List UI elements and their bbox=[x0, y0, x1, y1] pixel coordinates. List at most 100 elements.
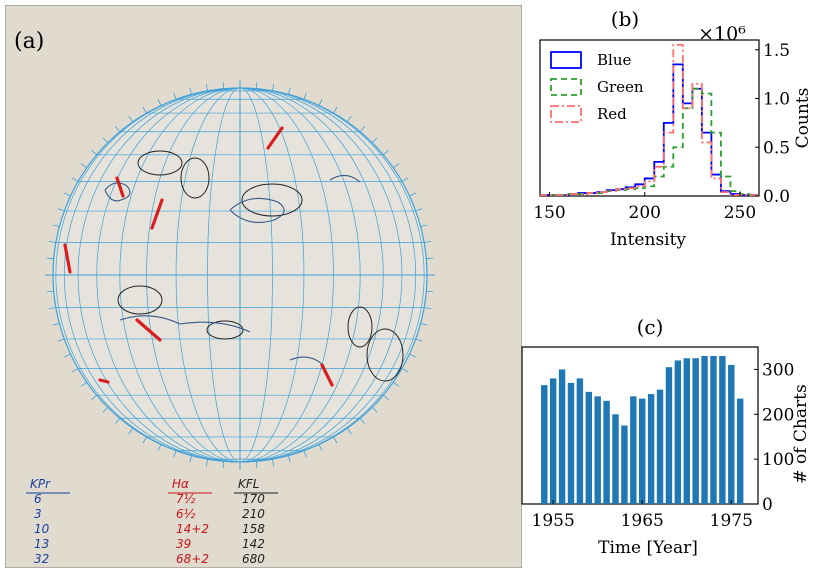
bar-1968 bbox=[665, 367, 673, 504]
note-entry: 7½ bbox=[176, 492, 196, 506]
bar-1969 bbox=[674, 360, 682, 504]
limb-tick bbox=[255, 461, 258, 469]
limb-tick bbox=[401, 177, 409, 182]
limb-tick bbox=[52, 224, 60, 227]
note-entry: Hα bbox=[172, 477, 189, 491]
hand-annotations bbox=[63, 126, 404, 387]
limb-tick bbox=[401, 368, 409, 373]
legend-label-green: Green bbox=[597, 78, 644, 96]
panel-a bbox=[5, 5, 522, 568]
bar-1957 bbox=[567, 382, 575, 504]
plage-sketch bbox=[329, 174, 361, 183]
limb-tick bbox=[222, 461, 225, 469]
limb-tick bbox=[346, 427, 352, 435]
bar-1973 bbox=[710, 355, 717, 504]
limb-tick bbox=[48, 240, 56, 243]
y-tick-label: 1.0 bbox=[763, 90, 790, 110]
panel-c-xlabel: Time [Year] bbox=[598, 538, 698, 558]
note-entry: 68+2 bbox=[176, 552, 209, 566]
y-tick-label: 1.5 bbox=[763, 41, 790, 61]
bar-1974 bbox=[719, 355, 726, 504]
limb-tick bbox=[272, 459, 275, 467]
histogram-series-green bbox=[540, 87, 759, 196]
limb-tick bbox=[102, 137, 109, 144]
legend-label-blue: Blue bbox=[597, 51, 631, 69]
sunspot-group-outline bbox=[347, 306, 373, 348]
sunspot-group-outline bbox=[241, 183, 303, 217]
filament-mark bbox=[320, 363, 334, 387]
limb-tick bbox=[415, 208, 423, 212]
limb-tick bbox=[157, 444, 162, 451]
filament-mark bbox=[150, 198, 164, 230]
limb-tick bbox=[382, 394, 389, 401]
limb-tick bbox=[303, 450, 307, 458]
limb-tick bbox=[71, 177, 79, 182]
limb-tick bbox=[71, 368, 79, 373]
x-tick-label: 250 bbox=[724, 203, 756, 223]
note-entry: 14+2 bbox=[176, 522, 209, 536]
limb-tick bbox=[91, 394, 98, 401]
limb-tick bbox=[318, 444, 323, 451]
limb-tick bbox=[420, 224, 428, 227]
filament-mark bbox=[115, 176, 125, 198]
limb-tick bbox=[288, 87, 291, 95]
y-tick-label: 0.0 bbox=[763, 187, 790, 207]
note-entry: KPr bbox=[30, 477, 51, 491]
bar-1956 bbox=[558, 369, 566, 504]
x-tick-label: 1965 bbox=[621, 511, 664, 531]
limb-tick bbox=[303, 92, 307, 100]
y-tick-label: 100 bbox=[762, 450, 794, 470]
bar-1955 bbox=[549, 378, 557, 504]
bar-1963 bbox=[621, 425, 628, 504]
paper-background bbox=[5, 5, 522, 568]
limb-tick bbox=[359, 126, 366, 133]
limb-tick bbox=[173, 450, 177, 458]
limb-tick bbox=[142, 106, 147, 114]
note-entry: 13 bbox=[34, 537, 49, 551]
limb-tick bbox=[255, 81, 258, 89]
limb-tick bbox=[102, 406, 109, 413]
panel-a-label: (a) bbox=[14, 29, 44, 54]
limb-tick bbox=[346, 115, 352, 123]
sunspot-group-outline bbox=[366, 328, 404, 382]
legend-swatch-red bbox=[550, 105, 582, 123]
limb-tick bbox=[392, 163, 400, 169]
limb-tick bbox=[333, 436, 338, 444]
panel-b-ylabel: Counts bbox=[793, 88, 813, 149]
limb-tick bbox=[80, 163, 88, 169]
limb-tick bbox=[114, 417, 121, 424]
bar-1962 bbox=[612, 414, 619, 504]
panel-c-label: (c) bbox=[637, 315, 664, 339]
filament-mark bbox=[98, 378, 110, 384]
bar-1959 bbox=[585, 391, 592, 504]
y-tick-label: 200 bbox=[762, 405, 794, 425]
note-entry: 32 bbox=[34, 552, 49, 566]
x-tick-label: 1955 bbox=[532, 511, 575, 531]
limb-tick bbox=[382, 149, 389, 156]
plage-sketch bbox=[104, 182, 131, 202]
y-tick-label: 0.5 bbox=[763, 138, 790, 158]
limb-tick bbox=[57, 208, 65, 212]
limb-tick bbox=[48, 307, 56, 310]
x-tick-label: 1975 bbox=[710, 511, 753, 531]
bar-1972 bbox=[701, 355, 708, 504]
limb-tick bbox=[409, 353, 416, 358]
limb-tick bbox=[46, 257, 54, 260]
bar-1958 bbox=[576, 378, 584, 504]
panel-b-label: (b) bbox=[611, 7, 639, 31]
bar-1975 bbox=[728, 364, 735, 504]
note-entry: 6½ bbox=[176, 507, 196, 521]
limb-tick bbox=[46, 290, 54, 293]
limb-tick bbox=[189, 455, 192, 463]
panel-c-bar-chart: (c) 1955 1965 1975 0 100 200 300 Time [Year] #… bbox=[521, 315, 811, 558]
limb-tick bbox=[426, 257, 434, 260]
limb-tick bbox=[189, 87, 192, 95]
bar-1964 bbox=[630, 396, 637, 504]
filament-mark bbox=[135, 318, 162, 342]
sunspot-group-outline bbox=[180, 157, 210, 199]
y-tick-label: 0 bbox=[762, 495, 773, 515]
limb-tick bbox=[371, 406, 378, 413]
bar-1971 bbox=[692, 358, 699, 504]
